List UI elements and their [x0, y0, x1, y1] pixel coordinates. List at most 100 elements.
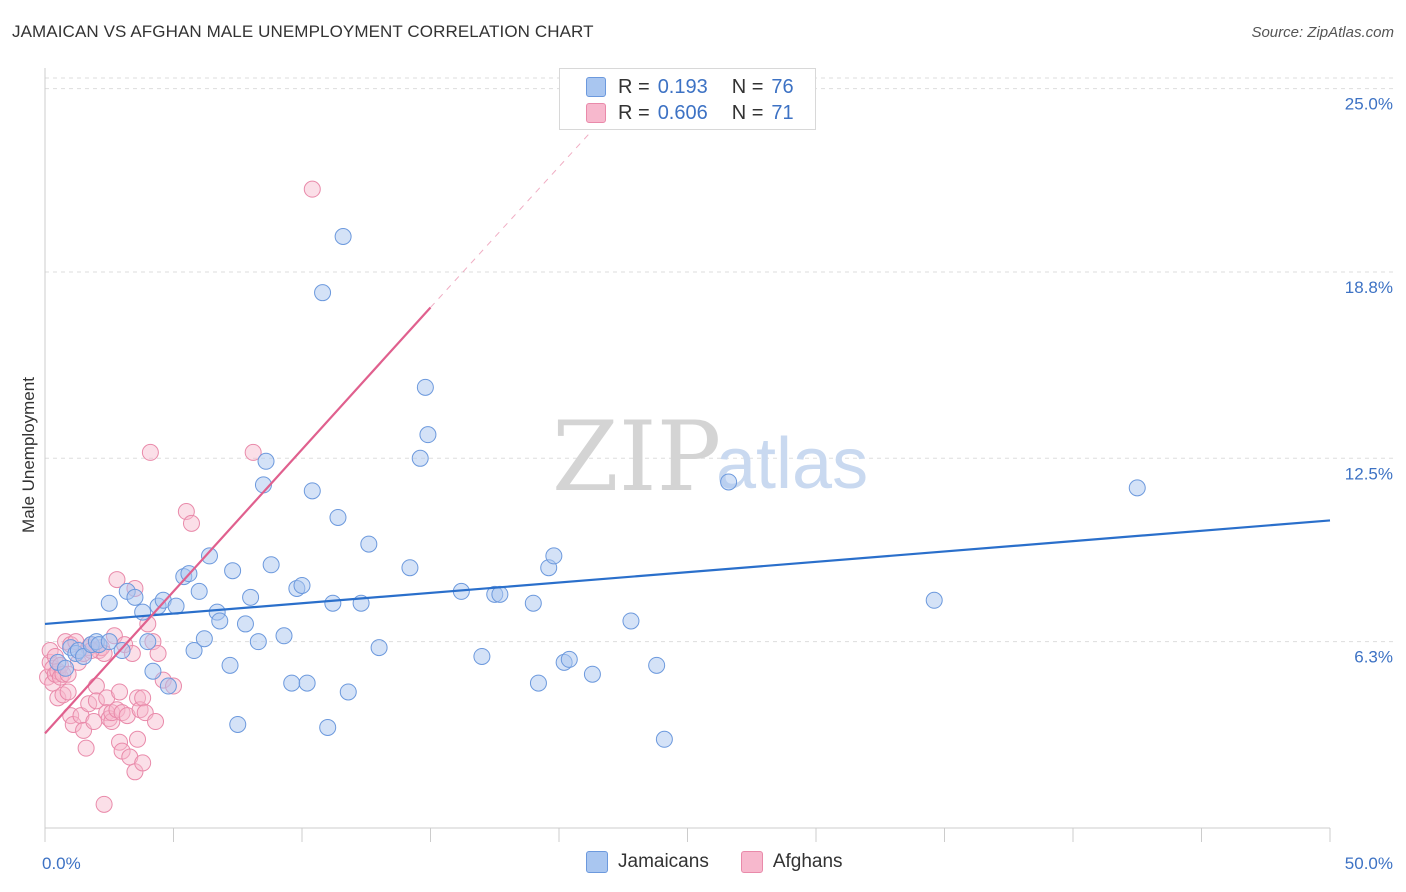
afghans-point: [77, 739, 95, 757]
afghans-point: [108, 701, 126, 719]
jamaicans-point: [283, 674, 301, 692]
jamaicans-point: [419, 426, 437, 444]
jamaicans-point: [221, 656, 239, 674]
jamaicans-point: [75, 647, 93, 665]
jamaicans-point: [1128, 479, 1146, 497]
y-axis-label: Male Unemployment: [19, 377, 38, 533]
watermark-zip: ZIP: [552, 401, 721, 513]
y-tick-label: 18.8%: [1345, 278, 1393, 297]
watermark: ZIP atlas: [552, 401, 868, 513]
afghans-point: [141, 443, 159, 461]
jamaicans-point: [370, 639, 388, 657]
jamaicans-point: [126, 588, 144, 606]
afghans-point: [244, 443, 262, 461]
jamaicans-trend-line: [44, 519, 1331, 626]
jamaicans-point: [720, 473, 738, 491]
afghans-point: [49, 689, 67, 707]
jamaicans-point: [360, 535, 378, 553]
afghans-point: [54, 686, 72, 704]
jamaicans-point: [229, 715, 247, 733]
afghans-trend-extension: [430, 132, 591, 308]
afghans-swatch: [586, 103, 606, 123]
legend-r-label: R =: [618, 101, 650, 124]
afghans-point: [147, 713, 165, 731]
jamaicans-point: [139, 633, 157, 651]
jamaicans-point: [185, 642, 203, 660]
legend-row-afghans: R = 0.606 N = 71: [586, 101, 794, 125]
trend-lines: [44, 132, 1331, 735]
jamaicans-point: [473, 647, 491, 665]
afghans-point: [129, 730, 147, 748]
jamaicans-point: [655, 730, 673, 748]
jamaicans-point: [303, 482, 321, 500]
afghans-point: [108, 571, 126, 589]
jamaicans-swatch: [586, 77, 606, 97]
axes: [44, 68, 1331, 842]
legend-item-afghans: Afghans: [740, 851, 843, 873]
legend-item-jamaicans: Jamaicans: [586, 851, 709, 873]
jamaicans-point: [257, 452, 275, 470]
jamaicans-point: [648, 656, 666, 674]
series-legend: Jamaicans Afghans: [586, 851, 875, 873]
legend-n-value: 76: [771, 75, 794, 98]
afghans-point: [134, 689, 152, 707]
legend-label-jamaicans: Jamaicans: [618, 851, 709, 872]
afghans-trend-line: [44, 306, 432, 735]
jamaicans-point: [57, 659, 75, 677]
legend-n-label: N =: [731, 75, 764, 98]
jamaicans-point: [224, 562, 242, 580]
jamaicans-point: [560, 650, 578, 668]
jamaicans-point: [314, 284, 332, 302]
legend-n-label: N =: [731, 101, 764, 124]
jamaicans-point: [545, 547, 563, 565]
jamaicans-point: [324, 594, 342, 612]
jamaicans-point: [319, 718, 337, 736]
jamaicans-point: [100, 594, 118, 612]
jamaicans-point: [622, 612, 640, 630]
jamaicans-point: [298, 674, 316, 692]
jamaicans-point: [144, 662, 162, 680]
afghans-point: [87, 692, 105, 710]
legend-r-label: R =: [618, 75, 650, 98]
x-tick-label: 50.0%: [1345, 854, 1393, 873]
jamaicans-legend-swatch: [586, 851, 608, 873]
jamaicans-point: [190, 582, 208, 600]
jamaicans-point: [200, 547, 218, 565]
afghans-point: [95, 795, 113, 813]
afghans-point: [113, 704, 131, 722]
chart-source: Source: ZipAtlas.com: [1251, 24, 1394, 41]
jamaicans-point: [262, 556, 280, 574]
afghans-point: [149, 645, 167, 663]
jamaicans-point: [167, 597, 185, 615]
afghans-point: [182, 514, 200, 532]
tick-labels: 6.3% 12.5% 18.8% 25.0% 0.0% 50.0%: [42, 95, 1393, 873]
jamaicans-point: [329, 508, 347, 526]
jamaicans-point: [583, 665, 601, 683]
afghans-points: [39, 180, 321, 813]
grid-lines: [45, 77, 1395, 643]
x-tick-label: 0.0%: [42, 854, 81, 873]
jamaicans-point: [334, 227, 352, 245]
jamaicans-point: [293, 576, 311, 594]
correlation-legend: R = 0.193 N = 76 R = 0.606 N = 71: [559, 68, 816, 130]
jamaicans-point: [925, 591, 943, 609]
jamaicans-point: [249, 633, 267, 651]
jamaicans-point: [236, 615, 254, 633]
y-tick-label: 25.0%: [1345, 95, 1393, 114]
afghans-point: [134, 754, 152, 772]
jamaicans-point: [211, 612, 229, 630]
jamaicans-point: [416, 378, 434, 396]
jamaicans-point: [195, 630, 213, 648]
afghans-point: [303, 180, 321, 198]
afghans-point: [111, 683, 129, 701]
jamaicans-points: [49, 227, 1146, 748]
jamaicans-point: [401, 559, 419, 577]
jamaicans-point: [242, 588, 260, 606]
legend-row-jamaicans: R = 0.193 N = 76: [586, 75, 794, 99]
jamaicans-point: [529, 674, 547, 692]
legend-n-value: 71: [771, 101, 794, 124]
watermark-atlas: atlas: [716, 424, 868, 504]
legend-r-value: 0.193: [657, 75, 708, 98]
chart-title: JAMAICAN VS AFGHAN MALE UNEMPLOYMENT COR…: [12, 22, 594, 41]
